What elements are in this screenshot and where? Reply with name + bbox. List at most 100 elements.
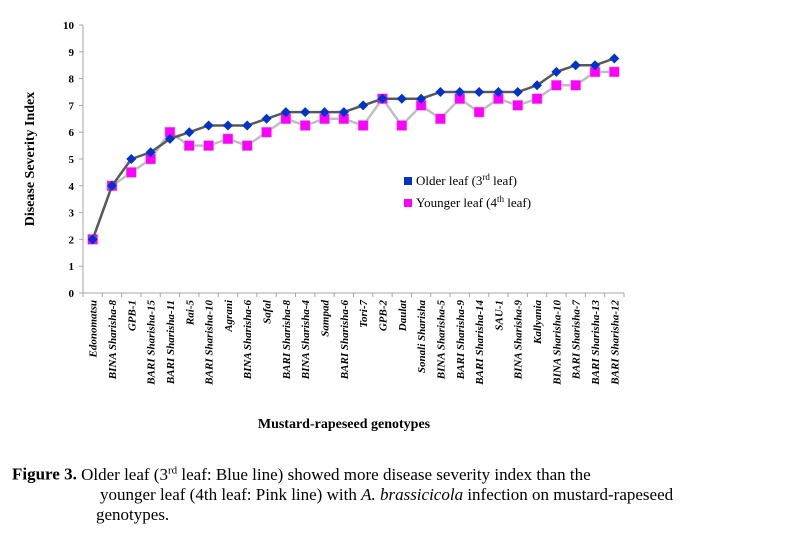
data-point — [126, 154, 137, 164]
y-axis-title: Disease Severity Index — [23, 92, 38, 227]
species-name: A. brassicicola — [361, 484, 464, 504]
data-point — [396, 93, 407, 104]
x-category-label: BARI Sharisha-8 — [281, 300, 293, 381]
x-category-label: BINA Sharisha-10 — [551, 300, 563, 386]
x-category-label: Sampad — [320, 300, 332, 337]
x-category-label: SAU-1 — [493, 300, 505, 331]
x-category-label: GPB-1 — [126, 300, 138, 331]
data-point — [551, 80, 562, 91]
x-category-label: BARI Sharisha-9 — [455, 300, 467, 381]
y-tick-label: 10 — [63, 20, 75, 32]
data-point — [203, 120, 214, 131]
disease-severity-chart: 0 1 2 3 4 5 6 7 8 9 10 Edonomatsu BINA Sharisha-8 GP… — [23, 20, 625, 432]
y-tick-label: 8 — [69, 74, 75, 86]
x-category-label: Safal — [262, 299, 274, 324]
data-point — [493, 87, 504, 97]
caption-line-1: Older leaf (3rd leaf: Blue line) showed … — [76, 464, 591, 484]
y-tick-label: 6 — [69, 127, 75, 139]
x-category-label: GPB-2 — [377, 300, 389, 332]
data-point — [357, 120, 369, 131]
data-point — [435, 87, 446, 97]
data-point — [358, 100, 369, 111]
data-point — [396, 120, 408, 131]
x-category-label: Agrani — [223, 299, 235, 333]
x-category-label: BINA Sharisha-5 — [435, 300, 447, 381]
data-point — [242, 120, 253, 131]
data-point — [261, 126, 272, 138]
legend-label-younger: Younger leaf (4th leaf) — [416, 194, 531, 210]
y-tick-label: 7 — [69, 100, 75, 112]
y-tick-label: 0 — [69, 288, 75, 300]
x-category-label: Sonali Sharisha — [416, 300, 428, 374]
legend-label-older: Older leaf (3rd leaf) — [416, 172, 517, 188]
x-category-label: Kallyania — [532, 300, 544, 346]
x-category-label: BARI Sharisha-12 — [609, 300, 621, 386]
data-point — [512, 87, 523, 97]
caption-line-2: younger leaf (4th leaf: Pink line) with … — [100, 484, 674, 504]
data-point — [87, 234, 98, 245]
series-younger-leaf — [87, 66, 620, 245]
y-tick-label: 3 — [69, 208, 75, 220]
y-axis: 0 1 2 3 4 5 6 7 8 9 10 — [63, 20, 84, 300]
y-tick-label: 5 — [69, 154, 75, 166]
data-point — [261, 113, 272, 124]
data-point — [126, 167, 137, 178]
y-tick-label: 9 — [69, 47, 75, 59]
data-point — [106, 180, 117, 191]
x-category-label: BINA Sharisha-6 — [242, 300, 254, 381]
data-point — [473, 106, 485, 118]
figure-label: Figure 3. — [12, 464, 77, 484]
x-category-label: BARI Sharisha-6 — [339, 300, 351, 381]
x-axis: Edonomatsu BINA Sharisha-8 GPB-1 BARI Shari… — [82, 292, 625, 386]
series-older-leaf — [87, 53, 620, 245]
data-point — [416, 93, 427, 104]
data-point — [241, 140, 253, 151]
data-point — [512, 100, 523, 111]
y-tick-label: 4 — [69, 181, 75, 193]
data-point — [609, 53, 620, 64]
x-category-label: Tori-7 — [358, 300, 370, 328]
data-point — [222, 120, 233, 131]
data-point — [280, 107, 291, 118]
series-line — [91, 57, 615, 240]
caption-line-3: genotypes. — [96, 504, 170, 524]
data-point — [222, 133, 234, 145]
legend-marker-younger — [404, 199, 412, 207]
x-category-label: BINA Sharisha-8 — [107, 300, 119, 381]
x-category-label: BINA Sharisha-4 — [300, 300, 312, 381]
x-axis-title: Mustard-rapeseed genotypes — [258, 417, 431, 432]
x-category-label: BARI Sharisha-15 — [146, 300, 158, 386]
x-category-label: BINA Sharisha-9 — [513, 300, 525, 381]
data-point — [474, 87, 485, 97]
series-line — [91, 70, 615, 240]
legend: Older leaf (3rd leaf) Younger leaf (4th … — [404, 172, 531, 210]
y-tick-label: 2 — [69, 234, 75, 246]
x-category-label: Rai-5 — [184, 300, 196, 327]
data-point — [184, 140, 195, 151]
x-category-label: BARI Sharisha-10 — [204, 300, 216, 386]
x-category-label: Edonomatsu — [88, 300, 100, 358]
data-point — [590, 60, 601, 71]
data-point — [300, 107, 311, 118]
data-point — [570, 60, 581, 71]
x-category-label: BARI Sharisha-7 — [571, 300, 583, 381]
data-point — [164, 133, 175, 144]
data-point — [338, 107, 349, 118]
data-point — [377, 93, 388, 104]
data-point — [319, 107, 330, 118]
x-category-label: BARI Sharisha-13 — [590, 300, 602, 386]
data-point — [435, 113, 446, 125]
series-layer — [87, 53, 620, 245]
data-point — [299, 120, 311, 131]
data-point — [184, 127, 195, 138]
data-point — [570, 80, 581, 91]
data-point — [551, 66, 562, 77]
data-point — [145, 147, 156, 158]
figure-caption: Figure 3. Older leaf (3rd leaf: Blue lin… — [12, 460, 811, 525]
legend-marker-older — [404, 177, 412, 185]
data-point — [532, 80, 543, 91]
data-point — [531, 93, 543, 104]
x-category-label: BARI Sharisha-14 — [474, 300, 486, 386]
x-category-label: BARI Sharisha-11 — [165, 300, 177, 385]
data-point — [203, 140, 214, 151]
